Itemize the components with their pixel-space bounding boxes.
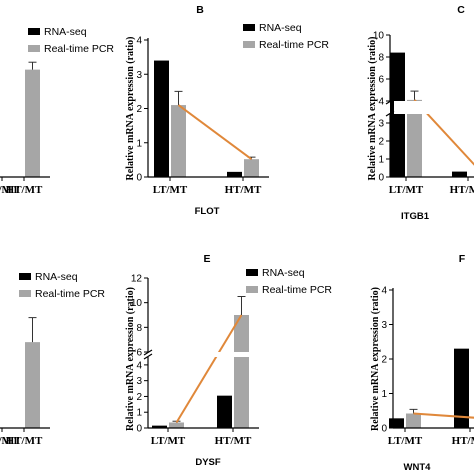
panel-b-legend-label-rnaseq: RNA-seq <box>259 22 302 34</box>
panel-b-bar-rnaseq-0 <box>154 60 169 177</box>
panel-e-trend-line <box>175 314 243 423</box>
panel-a-legend-swatch-rnaseq <box>28 28 40 35</box>
panel-e-y-tick-label: 8 <box>136 323 142 334</box>
panel-b-legend-swatch-rnaseq <box>243 24 255 31</box>
panel-c-y-tick-label: 8 <box>378 53 384 64</box>
panel-b-x-tick-label: HT/MT <box>225 184 262 196</box>
panel-c-y-tick-label: 6 <box>378 75 384 86</box>
panel-f-x-tick-label: LT/MT <box>388 435 423 447</box>
panel-f-y-axis-label: Relative mRNA expression (ratio) <box>370 287 381 431</box>
panel-e-x-tick-label: LT/MT <box>151 435 186 447</box>
panel-b-bar-pcr-0 <box>171 105 186 177</box>
panel-b-y-tick-label: 3 <box>136 70 142 81</box>
panel-a-legend-label-rnaseq: RNA-seq <box>44 26 87 38</box>
panel-e-y-tick-label: 12 <box>131 274 143 285</box>
panel-e-bar-pcr-1 <box>234 315 249 428</box>
panel-e-y-tick-label: 2 <box>136 392 142 403</box>
panel-d-bar-pcr-1 <box>25 342 40 428</box>
panel-e-y-tick-label: 4 <box>136 360 142 371</box>
panel-b-bar-rnaseq-1 <box>227 171 242 177</box>
panel-e-y-tick-label: 10 <box>131 298 143 309</box>
panel-b-y-tick-label: 1 <box>136 138 142 149</box>
panel-e-bar-rnaseq-1 <box>217 395 232 428</box>
panel-e-legend-label-pcr: Real-time PCR <box>262 284 332 296</box>
panel-d-x-tick-label: LT/MT <box>0 435 20 447</box>
panel-b-y-tick-label: 0 <box>136 173 142 184</box>
panel-e-y-tick-label: 0 <box>136 424 142 435</box>
panel-e-y-axis-label: Relative mRNA expression (ratio) <box>125 287 136 431</box>
panel-f-bar-rnaseq-1 <box>454 348 469 428</box>
panel-e-axis-break-mark-lower <box>143 353 153 360</box>
panel-c-y-axis-label: Relative mRNA expression (ratio) <box>367 37 378 181</box>
panel-e-y-tick-label: 6 <box>136 348 142 359</box>
panel-e-bar-rnaseq-0 <box>152 425 167 428</box>
panel-f-y-tick-label: 3 <box>381 320 387 331</box>
panel-c-y-tick-label: 1 <box>378 155 384 166</box>
panel-b-y-tick-label: 2 <box>136 104 142 115</box>
panel-c-bar-rnaseq-1 <box>452 171 467 177</box>
panel-b-legend-label-pcr: Real-time PCR <box>259 39 329 51</box>
panel-e-legend-swatch-pcr <box>246 286 258 293</box>
panel-c-bar-rnaseq-0 <box>390 52 405 177</box>
panel-c-axis-break-band <box>394 101 474 114</box>
panel-c-x-tick-label: HT/MT <box>450 184 474 196</box>
panel-f-x-tick-label: HT/MT <box>452 435 474 447</box>
panel-e-x-tick-label: HT/MT <box>215 435 252 447</box>
panel-e-bar-pcr-0 <box>169 422 184 428</box>
panel-c-y-tick-label: 0 <box>378 173 384 184</box>
panel-d-legend-label-pcr: Real-time PCR <box>35 288 105 300</box>
panel-b-legend-swatch-pcr <box>243 41 255 48</box>
panel-f-y-tick-label: 0 <box>381 424 387 435</box>
panel-e-gene-label: DYSF <box>195 457 221 468</box>
panel-f-y-tick-label: 1 <box>381 389 387 400</box>
panel-f-y-tick-label: 2 <box>381 355 387 366</box>
panel-c-bar-pcr-0 <box>407 99 422 177</box>
panel-a-bar-pcr-1 <box>25 69 40 177</box>
panel-a-x-tick-label: HT/MT <box>6 184 43 196</box>
panel-f-trend-line <box>413 412 474 419</box>
panel-f-bar-rnaseq-0 <box>389 418 404 428</box>
panel-d-legend-swatch-pcr <box>19 290 31 297</box>
panel-b-panel-letter: B <box>196 4 204 16</box>
panel-e-axis-break-band <box>152 352 272 357</box>
panel-c-gene-label: ITGB1 <box>401 211 430 222</box>
panel-b-x-tick-label: LT/MT <box>153 184 188 196</box>
panel-d-x-tick-label: HT/MT <box>6 435 43 447</box>
panel-c-panel-letter: C <box>457 4 465 16</box>
panel-c-y-tick-label: 10 <box>373 31 385 42</box>
panel-f-panel-letter: F <box>459 253 466 265</box>
panel-b-gene-label: FLOT <box>195 206 220 217</box>
panel-c-axis-break-mark-lower <box>385 110 395 117</box>
panel-b-bar-pcr-1 <box>244 159 259 177</box>
panel-a-x-tick-label: LT/MT <box>0 184 20 196</box>
panel-e-y-tick-label: 3 <box>136 376 142 387</box>
panel-d-legend-label-rnaseq: RNA-seq <box>35 271 78 283</box>
panel-c-y-tick-label: 3 <box>378 119 384 130</box>
panel-a-legend-label-pcr: Real-time PCR <box>44 43 114 55</box>
panel-d-legend-swatch-rnaseq <box>19 273 31 280</box>
panel-e-legend-label-rnaseq: RNA-seq <box>262 267 305 279</box>
panel-c-y-tick-label: 2 <box>378 137 384 148</box>
panel-a-legend-swatch-pcr <box>28 45 40 52</box>
panel-f-y-tick-label: 4 <box>381 286 387 297</box>
panel-b-y-tick-label: 4 <box>136 36 142 47</box>
panel-f-gene-label: WNT4 <box>404 462 432 473</box>
panel-b-trend-line <box>177 104 253 160</box>
panel-f-bar-pcr-0 <box>406 413 421 428</box>
panel-e-legend-swatch-rnaseq <box>246 269 258 276</box>
panel-e-y-tick-label: 1 <box>136 408 142 419</box>
panel-e-panel-letter: E <box>203 253 210 265</box>
panel-c-y-tick-label: 4 <box>378 97 384 108</box>
panel-c-x-tick-label: LT/MT <box>389 184 424 196</box>
panel-b-y-axis-label: Relative mRNA expression (ratio) <box>125 37 136 181</box>
